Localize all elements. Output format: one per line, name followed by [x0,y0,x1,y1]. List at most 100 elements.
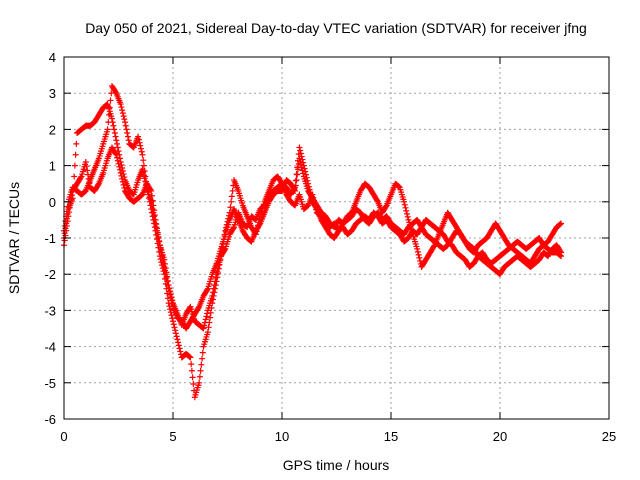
data-point [136,139,143,146]
data-point [148,198,155,205]
data-point [114,154,121,161]
data-point [188,367,195,374]
data-point [71,162,78,169]
data-point [300,170,307,177]
y-tick-label: 0 [49,195,56,210]
data-point [208,304,215,311]
data-point [297,150,304,157]
data-point [116,151,123,158]
data-point [125,137,132,144]
y-tick-label: -2 [44,267,56,282]
data-point [114,144,121,151]
data-point [196,379,203,386]
data-point [159,253,166,260]
data-point [124,130,131,137]
data-point [159,256,166,263]
data-point [158,249,165,256]
data-point [209,300,216,307]
x-tick-label: 5 [169,429,176,444]
data-point [204,286,211,293]
data-point [135,133,142,140]
data-point [112,133,119,140]
series-trace-c [61,101,565,332]
data-point [198,361,205,368]
data-point [140,157,147,164]
data-point [151,213,158,220]
y-tick-label: 3 [49,86,56,101]
data-point [122,122,129,129]
data-point [212,282,219,289]
data-point [151,216,158,223]
data-point [382,203,389,210]
data-point [415,251,422,258]
data-point [118,104,125,111]
data-point [110,122,117,129]
data-point [294,166,301,173]
data-point [430,243,437,250]
data-point [119,107,126,114]
data-point [204,329,211,336]
data-point [297,158,304,165]
data-point [171,324,178,331]
data-point [162,267,169,274]
data-point [135,136,142,143]
data-point [212,285,219,292]
x-axis-label: GPS time / hours [283,457,390,473]
data-point [109,119,116,126]
data-point [214,274,221,281]
y-tick-label: -6 [44,412,56,427]
data-point [199,355,206,362]
data-point [170,321,177,328]
data-point [162,271,169,278]
data-point [107,97,114,104]
data-point [404,213,411,220]
data-point [206,319,213,326]
data-point [142,178,149,185]
data-point [210,292,217,299]
data-point [186,353,193,360]
series-trace-b [61,82,565,401]
data-point [557,252,564,259]
data-point [115,148,122,155]
data-point [230,225,237,232]
data-point [297,147,304,154]
data-point [140,172,147,179]
data-point [82,158,89,165]
data-point [414,245,421,252]
data-point [293,177,300,184]
y-tick-label: -5 [44,376,56,391]
data-point [157,245,164,252]
data-point [112,88,119,95]
data-point [140,162,147,169]
data-point [188,361,195,368]
data-point [166,288,173,295]
data-point [173,333,180,340]
data-point [163,274,170,281]
data-point [172,327,179,334]
data-point [200,325,207,332]
data-point [120,171,127,178]
data-point [161,263,168,270]
data-point [61,230,68,237]
data-point [70,184,77,191]
data-point [201,322,208,329]
data-point [202,316,209,323]
data-point [119,165,126,172]
x-tick-label: 15 [384,429,398,444]
data-point [168,297,175,304]
grid [64,57,609,419]
data-point [124,133,131,140]
x-tick-label: 10 [275,429,289,444]
data-point [120,113,127,120]
data-point [121,174,128,181]
data-point [294,171,301,178]
data-point [123,126,130,133]
data-point [175,339,182,346]
data-point [209,296,216,303]
data-point [108,115,115,122]
data-point [154,227,161,234]
data-point [195,304,202,311]
data-point [165,285,172,292]
data-point [296,144,303,151]
data-point [416,254,423,261]
